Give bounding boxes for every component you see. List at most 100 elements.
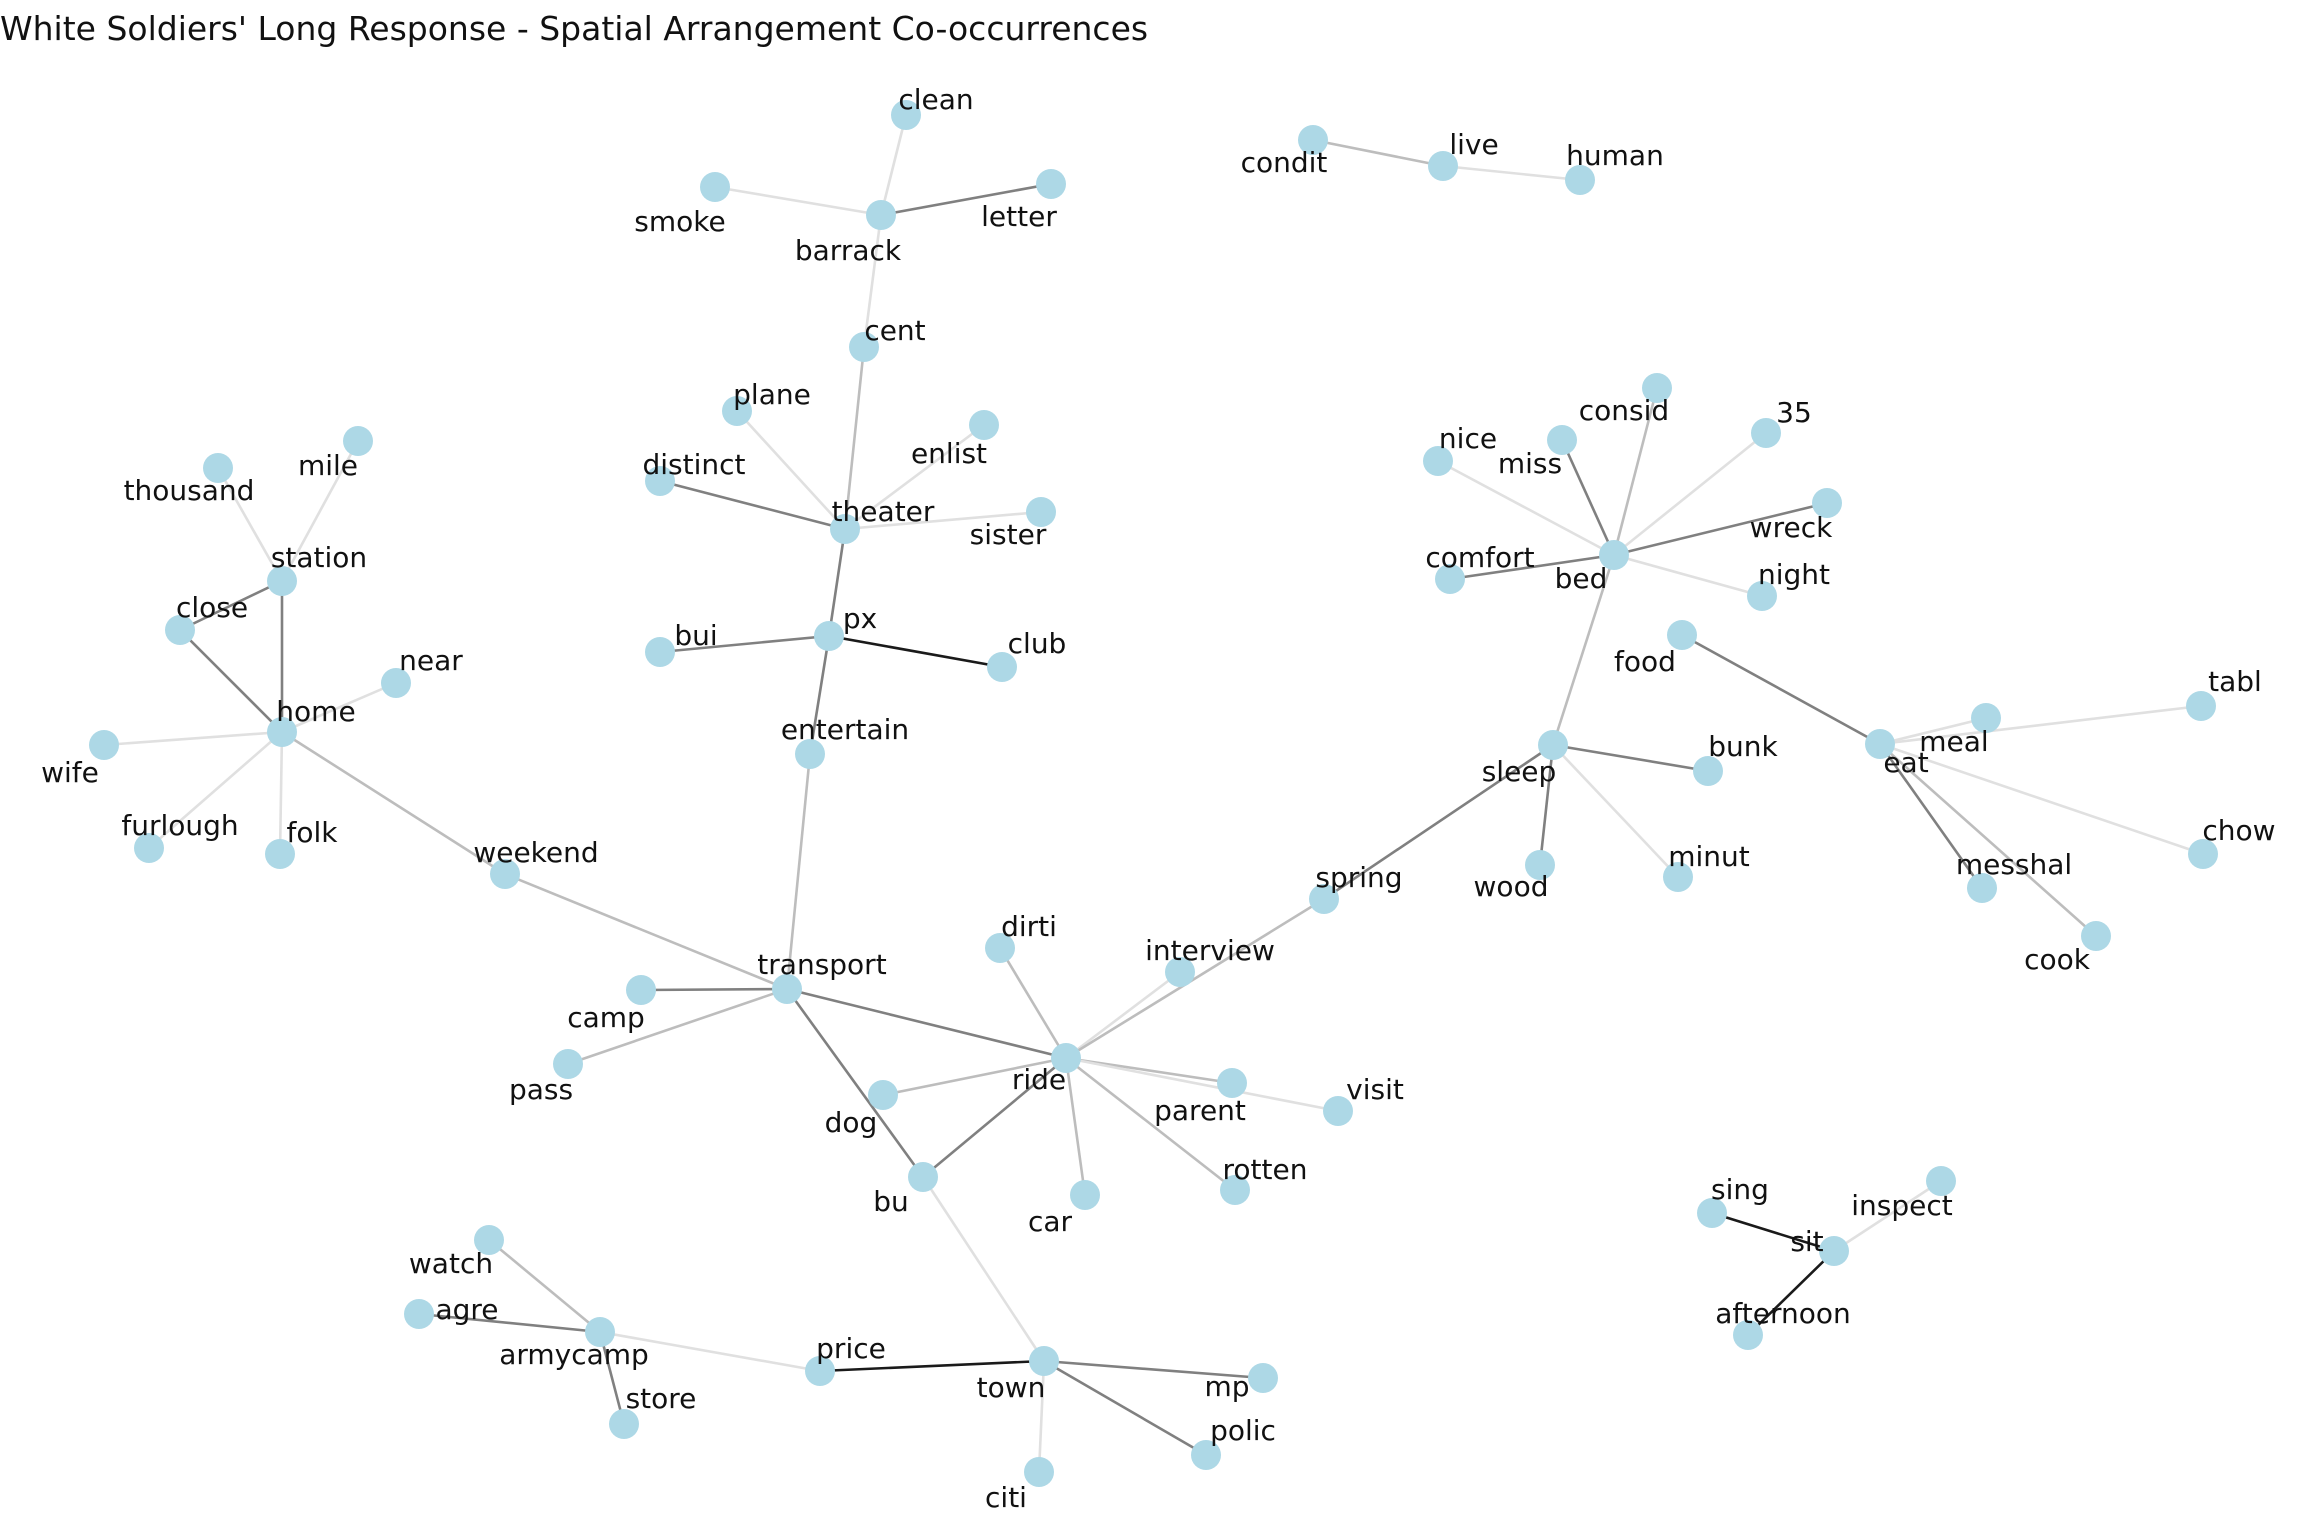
node-town[interactable] bbox=[1029, 1346, 1059, 1376]
node-barrack[interactable] bbox=[866, 200, 896, 230]
node-comfort[interactable] bbox=[1435, 564, 1465, 594]
node-car[interactable] bbox=[1070, 1180, 1100, 1210]
edge-bu-town bbox=[921, 1176, 1046, 1362]
node-label-consid: consid bbox=[1579, 394, 1669, 427]
node-label-sit: sit bbox=[1790, 1225, 1823, 1258]
node-miss[interactable] bbox=[1547, 425, 1577, 455]
node-consid[interactable] bbox=[1642, 373, 1672, 403]
node-live[interactable] bbox=[1428, 151, 1458, 181]
node-meal[interactable] bbox=[1971, 703, 2001, 733]
node-label-letter: letter bbox=[981, 200, 1057, 233]
node-wreck[interactable] bbox=[1812, 488, 1842, 518]
node-bui[interactable] bbox=[645, 637, 675, 667]
node-label-transport: transport bbox=[757, 948, 886, 981]
node-dirti[interactable] bbox=[985, 933, 1015, 963]
node-bed[interactable] bbox=[1599, 540, 1629, 570]
node-sing[interactable] bbox=[1697, 1198, 1727, 1228]
node-messhal[interactable] bbox=[1967, 873, 1997, 903]
node-sit[interactable] bbox=[1819, 1236, 1849, 1266]
node-night[interactable] bbox=[1747, 581, 1777, 611]
node-35[interactable] bbox=[1751, 418, 1781, 448]
node-label-weekend: weekend bbox=[473, 836, 598, 869]
node-mp[interactable] bbox=[1248, 1363, 1278, 1393]
node-close[interactable] bbox=[165, 615, 195, 645]
node-sleep[interactable] bbox=[1538, 730, 1568, 760]
node-spring[interactable] bbox=[1309, 884, 1339, 914]
node-thousand[interactable] bbox=[203, 453, 233, 483]
node-sister[interactable] bbox=[1026, 497, 1056, 527]
node-label-furlough: furlough bbox=[121, 809, 238, 842]
node-agre[interactable] bbox=[404, 1299, 434, 1329]
node-mile[interactable] bbox=[343, 426, 373, 456]
node-label-spring: spring bbox=[1315, 861, 1402, 894]
node-nice[interactable] bbox=[1423, 446, 1453, 476]
node-weekend[interactable] bbox=[490, 859, 520, 889]
node-px[interactable] bbox=[814, 621, 844, 651]
edge-barrack-cent bbox=[862, 214, 883, 348]
node-cent[interactable] bbox=[849, 332, 879, 362]
edge-barrack-letter bbox=[880, 182, 1052, 217]
edge-barrack-clean bbox=[879, 114, 908, 216]
node-club[interactable] bbox=[987, 652, 1017, 682]
node-rotten[interactable] bbox=[1220, 1175, 1250, 1205]
edge-sleep-bed bbox=[1551, 554, 1616, 746]
edge-sit-inspect bbox=[1833, 1179, 1942, 1253]
edge-ride-rotten bbox=[1065, 1056, 1236, 1192]
edge-home-near bbox=[281, 681, 397, 734]
node-watch[interactable] bbox=[474, 1225, 504, 1255]
node-label-folk: folk bbox=[287, 816, 339, 849]
node-label-sister: sister bbox=[970, 518, 1047, 551]
node-plane[interactable] bbox=[722, 396, 752, 426]
node-afternoon[interactable] bbox=[1733, 1320, 1763, 1350]
node-bu[interactable] bbox=[908, 1162, 938, 1192]
node-citi[interactable] bbox=[1024, 1457, 1054, 1487]
node-inspect[interactable] bbox=[1926, 1166, 1956, 1196]
node-label-mile: mile bbox=[298, 449, 358, 482]
edge-home-furlough bbox=[148, 731, 283, 849]
node-condit[interactable] bbox=[1298, 125, 1328, 155]
node-clean[interactable] bbox=[891, 100, 921, 130]
node-enlist[interactable] bbox=[969, 410, 999, 440]
node-wife[interactable] bbox=[89, 730, 119, 760]
node-store[interactable] bbox=[609, 1409, 639, 1439]
node-tabl[interactable] bbox=[2186, 691, 2216, 721]
edge-station-mile bbox=[280, 440, 360, 582]
node-station[interactable] bbox=[267, 566, 297, 596]
node-theater[interactable] bbox=[830, 514, 860, 544]
node-bunk[interactable] bbox=[1693, 756, 1723, 786]
edge-cent-theater bbox=[843, 346, 866, 530]
node-camp[interactable] bbox=[626, 975, 656, 1005]
node-ride[interactable] bbox=[1051, 1043, 1081, 1073]
node-label-dog: dog bbox=[825, 1106, 878, 1139]
node-entertain[interactable] bbox=[795, 739, 825, 769]
node-transport[interactable] bbox=[772, 974, 802, 1004]
node-polic[interactable] bbox=[1191, 1440, 1221, 1470]
node-eat[interactable] bbox=[1865, 729, 1895, 759]
node-label-entertain: entertain bbox=[781, 713, 909, 746]
node-label-minut: minut bbox=[1668, 840, 1750, 873]
node-parent[interactable] bbox=[1217, 1068, 1247, 1098]
node-furlough[interactable] bbox=[134, 833, 164, 863]
node-dog[interactable] bbox=[868, 1080, 898, 1110]
node-price[interactable] bbox=[805, 1356, 835, 1386]
edge-transport-bu bbox=[785, 988, 925, 1178]
edge-eat-food bbox=[1681, 633, 1881, 746]
node-pass[interactable] bbox=[553, 1049, 583, 1079]
node-visit[interactable] bbox=[1323, 1096, 1353, 1126]
node-chow[interactable] bbox=[2188, 839, 2218, 869]
node-food[interactable] bbox=[1667, 620, 1697, 650]
node-interview[interactable] bbox=[1165, 957, 1195, 987]
edge-theater-px bbox=[827, 528, 847, 637]
node-near[interactable] bbox=[381, 668, 411, 698]
node-letter[interactable] bbox=[1036, 169, 1066, 199]
node-armycamp[interactable] bbox=[585, 1317, 615, 1347]
node-distinct[interactable] bbox=[645, 466, 675, 496]
node-human[interactable] bbox=[1565, 165, 1595, 195]
node-cook[interactable] bbox=[2081, 921, 2111, 951]
edge-ride-interview bbox=[1065, 970, 1181, 1060]
node-wood[interactable] bbox=[1525, 850, 1555, 880]
node-smoke[interactable] bbox=[700, 172, 730, 202]
node-home[interactable] bbox=[267, 717, 297, 747]
node-folk[interactable] bbox=[265, 839, 295, 869]
node-minut[interactable] bbox=[1663, 862, 1693, 892]
